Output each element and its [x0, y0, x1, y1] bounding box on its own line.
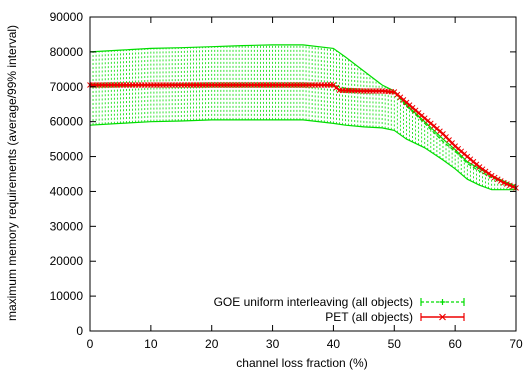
legend-label-pet: PET (all objects) [325, 310, 413, 324]
legend-marker-goe [439, 299, 446, 305]
x-tick-label: 50 [388, 337, 402, 351]
plot-frame [89, 16, 517, 332]
legend-marker-pet [439, 313, 446, 321]
series-goe [89, 44, 517, 191]
pet-marker [482, 168, 489, 175]
y-tick-label: 10000 [50, 289, 84, 303]
y-tick-label: 80000 [50, 45, 84, 59]
y-tick-label: 30000 [50, 219, 84, 233]
pet-marker [476, 164, 483, 170]
y-tick-label: 20000 [50, 254, 84, 268]
pet-marker [504, 181, 510, 187]
x-tick-label: 70 [509, 337, 523, 351]
x-tick-label: 30 [266, 337, 280, 351]
x-tick-label: 40 [327, 337, 341, 351]
pet-marker [485, 170, 492, 177]
y-tick-label: 60000 [50, 115, 84, 129]
x-tick-label: 10 [144, 337, 158, 351]
y-tick-label: 90000 [50, 10, 84, 24]
x-axis-title: channel loss fraction (%) [236, 356, 367, 370]
goe-upper-bound [89, 44, 517, 187]
pet-marker [507, 182, 513, 189]
x-tick-label: 0 [87, 337, 94, 351]
axes: 0 10 20 30 40 50 60 70 0 10000 20000 30000 40000 5000… [50, 10, 523, 351]
y-tick-label: 0 [76, 324, 83, 338]
x-tick-label: 20 [205, 337, 219, 351]
pet-marker [497, 178, 504, 184]
pet-marker [510, 183, 516, 190]
y-tick-label: 50000 [50, 150, 84, 164]
legend: GOE uniform interleaving (all objects) P… [214, 295, 465, 324]
legend-label-goe: GOE uniform interleaving (all objects) [214, 295, 413, 309]
y-tick-label: 70000 [50, 80, 84, 94]
pet-marker [488, 172, 495, 179]
y-axis-title: maximum memory requirements (average/99%… [5, 25, 19, 321]
pet-marker [491, 174, 498, 181]
y-tick-label: 40000 [50, 184, 84, 198]
x-tick-label: 60 [448, 337, 462, 351]
pet-marker [479, 166, 486, 173]
goe-lower-bound [89, 119, 516, 191]
pet-marker [494, 176, 501, 183]
series-pet [87, 82, 519, 191]
plot-area [87, 44, 519, 191]
pet-marker [500, 179, 507, 186]
